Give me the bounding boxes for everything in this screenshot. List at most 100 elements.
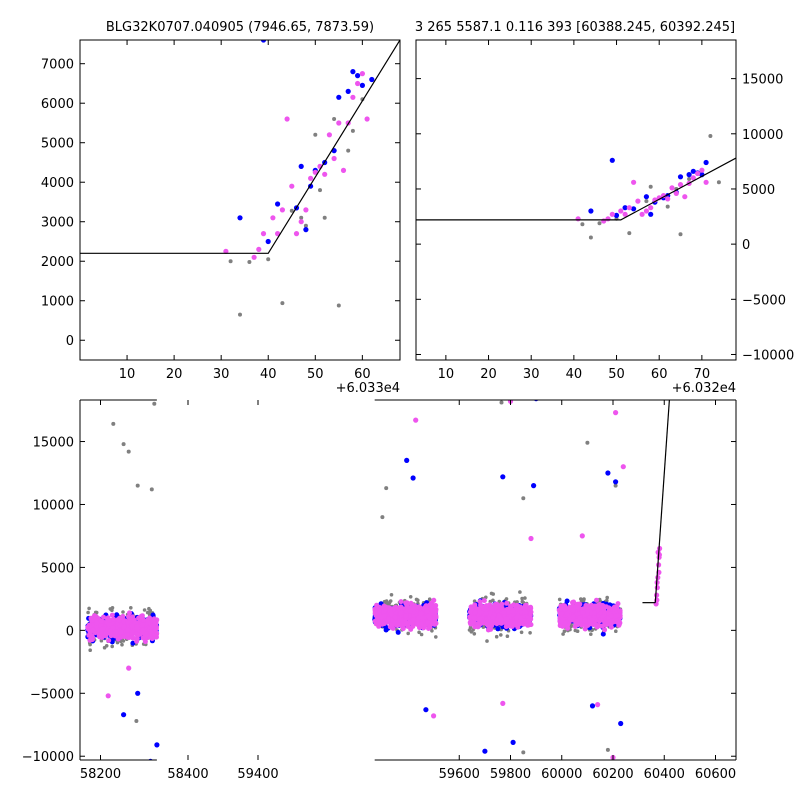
light-curve-magenta-point [396,622,402,628]
light-curve-magenta-point [498,620,504,626]
light-curve-grey-point [427,597,432,601]
light-curve-magenta-point [480,619,486,625]
light-curve-grey-point [519,630,524,635]
outlier-magenta-point [528,535,534,542]
zoom-right-magenta-point [575,216,581,222]
rise-point [656,552,663,558]
y-tick-label: −10000 [22,750,74,765]
light-curve-magenta-point [584,608,590,614]
zoom-left-grey-point [346,148,351,153]
light-curve-magenta-point [415,604,421,610]
zoom-left-magenta-point [289,183,295,189]
light-curve-magenta-point [90,615,96,621]
light-curve-magenta-point [477,599,483,605]
outlier-blue-point [500,474,506,480]
zoom-right-magenta-point [609,211,615,217]
light-curve-grey-point [505,634,510,638]
light-curve-grey-point [110,644,114,649]
outlier-blue-point [121,712,127,718]
light-curve-magenta-point [504,616,510,622]
x-tick-label: 59600 [439,767,480,782]
y-tick-label: 1000 [41,295,74,310]
zoom-left-magenta-point [355,80,361,87]
light-curve-magenta-point [477,609,483,615]
light-curve-magenta-point [515,613,521,619]
light-curve-magenta-point [416,615,422,621]
light-curve-magenta-point [595,603,601,608]
light-curve-magenta-point [424,608,430,614]
light-curve-magenta-point [521,618,527,624]
light-curve-magenta-point [107,628,113,634]
light-curve-grey-point [430,629,434,633]
zoom-left-magenta-point [270,215,276,221]
light-curve-magenta-point [87,623,92,629]
outlier-blue-point [154,742,160,748]
light-curve-magenta-point [484,621,490,627]
x-tick-label: 59800 [490,767,531,782]
zoom-left-grey-point [336,303,341,308]
light-curve-magenta-point [575,605,581,611]
light-curve-magenta-point [134,638,140,644]
light-curve-magenta-point [471,615,477,621]
light-curve-magenta-point [148,629,154,635]
light-curve-magenta-point [508,623,514,629]
outlier-blue-point [613,479,619,485]
zoom-right-grey-point [644,199,649,204]
x-tick-label: 60 [651,367,668,382]
left-zoom-panel: 10 20 30 40 50 600100020003000400050006000700… [41,39,401,396]
light-curve-magenta-point [414,621,420,627]
light-curve-magenta-point [501,610,507,616]
outlier-grey-point [613,483,618,488]
light-curve-magenta-point [582,617,588,623]
light-curve-magenta-point [489,606,495,612]
light-curve-grey-point [389,593,394,597]
zoom-right-magenta-point [673,190,679,196]
x-tick-label: 60 [354,367,371,382]
outlier-magenta-point [500,700,506,707]
zoom-right-grey-point [580,222,585,227]
light-curve-magenta-point [398,604,403,610]
light-curve-magenta-point [504,600,510,606]
zoom-right-blue-point [703,159,709,166]
light-curve-grey-point [417,630,421,635]
light-curve-magenta-point [110,625,116,630]
light-curve-magenta-point [582,626,588,632]
light-curve-grey-point [102,645,107,650]
zoom-left-magenta-point [359,71,365,77]
zoom-left-magenta-point [256,246,262,252]
left-panel-title: BLG32K0707.040905 (7946.65, 7873.59) [106,20,374,35]
light-curve-grey-point [129,606,133,610]
light-curve-magenta-point [400,626,406,632]
zoom-left-blue-point [298,163,304,169]
zoom-left-blue-point [303,227,309,233]
y-tick-label: 5000 [41,561,74,576]
outlier-grey-point [111,421,116,426]
light-curve-grey-point [388,599,393,603]
light-curve-magenta-point [472,609,478,615]
light-curve-grey-point [121,610,125,614]
light-curve-magenta-point [120,613,126,619]
light-curve-magenta-point [431,597,437,603]
light-curve-magenta-point [127,610,132,616]
light-curve-magenta-point [118,629,124,635]
light-curve-grey-point [499,633,503,637]
x-tick-label: 20 [480,367,497,382]
full-light-curve-plot-area [85,400,670,760]
zoom-right-magenta-point [695,170,701,177]
light-curve-magenta-point [151,617,157,623]
light-curve-magenta-point [379,614,385,620]
outlier-grey-point [384,486,389,491]
zoom-right-grey-point [716,180,721,185]
light-curve-grey-point [384,599,389,603]
light-curve-magenta-point [129,623,135,629]
light-curve-magenta-point [490,615,496,620]
light-curve-magenta-point [601,605,607,611]
light-curve-magenta-point [564,611,570,617]
zoom-right-magenta-point [669,185,675,191]
zoom-left-magenta-point [364,116,370,122]
light-curve-magenta-point [147,615,153,621]
zoom-right-magenta-point [643,208,650,214]
zoom-right-magenta-point [677,182,684,188]
outlier-blue-point [135,690,141,696]
light-curve-magenta-point [134,626,140,632]
